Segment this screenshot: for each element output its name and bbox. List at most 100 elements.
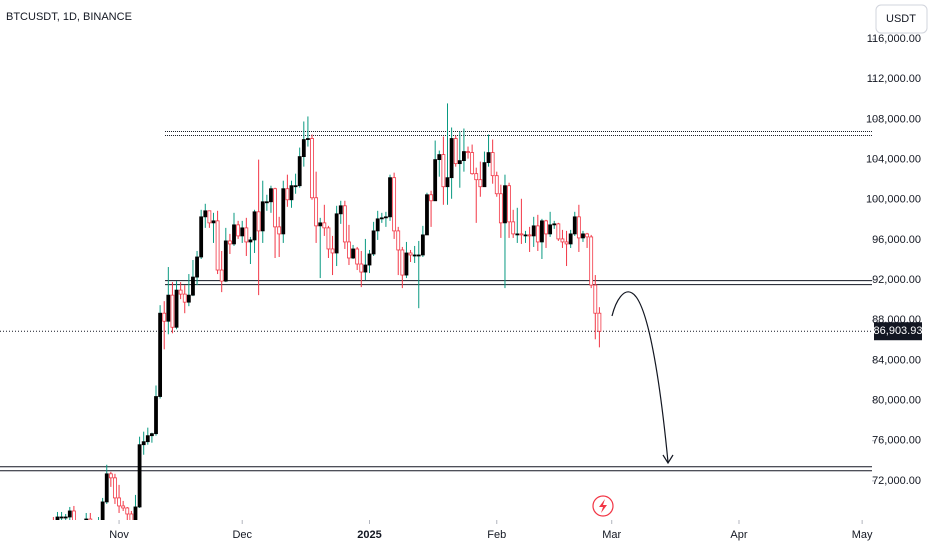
candle-body [342,205,347,243]
x-tick-label: Nov [109,529,129,541]
y-tick-label: 84,000.00 [872,354,921,366]
candle-body [170,294,175,328]
candle-body [67,510,72,518]
candle-body [396,230,401,251]
candle-body [154,396,158,435]
candle-body [195,256,199,278]
candle-body [150,433,154,437]
candle-body [429,194,433,202]
candle-body [252,211,257,241]
y-tick-label: 116,000.00 [867,33,921,45]
candle-body [113,477,117,499]
candle-body [55,516,60,520]
candle-body [121,505,126,509]
candle-body [129,513,134,520]
chart-title: BTCUSDT, 1D, BINANCE [6,11,132,23]
candle-body [486,152,491,164]
candle-body [585,233,589,238]
candle-body [186,294,191,303]
candle-body [108,473,113,479]
candle-body [281,188,286,235]
candle-body [326,227,331,250]
candle-body [199,216,204,258]
arrow-head [662,454,674,465]
candle-body [141,441,146,446]
candle-body [166,294,171,322]
candle-body [273,188,277,228]
candle-body [576,216,581,239]
candle-body [379,217,384,220]
candle-body [449,138,454,179]
x-tick-label: 2025 [357,529,381,541]
candle-body [359,263,364,273]
candle-body [158,312,163,397]
candle-body [490,152,495,177]
candle-body [322,222,327,229]
candle-body [104,473,109,503]
candle-body [474,173,479,181]
candle-body [178,289,183,295]
x-tick-label: Feb [487,529,506,541]
candle-body [437,154,442,161]
plot-area [0,103,872,520]
candle-body [572,216,577,235]
candle-body [215,220,220,271]
candle-body [531,225,536,237]
candle-body [318,222,323,227]
y-tick-label: 80,000.00 [872,394,921,406]
x-tick-label: Apr [730,529,747,541]
candle-body [552,223,557,226]
candle-body [310,138,314,199]
candle-body [260,201,265,232]
y-tick-label: 76,000.00 [872,435,921,447]
candle-body [191,276,195,296]
candle-body [363,264,368,273]
candle-body [503,185,507,224]
candle-body [556,223,561,240]
candle-body [314,197,319,227]
candle-body [367,253,372,266]
candle-body [568,233,573,245]
candle-body [482,162,487,188]
candle-body [560,238,565,243]
candle-body [277,226,282,235]
event-bolt [599,499,607,513]
candle-body [412,254,417,257]
currency-button[interactable] [875,4,928,34]
candle-body [306,138,310,140]
candle-body [470,152,475,175]
candle-body [535,225,540,243]
candle-body [211,220,216,224]
candle-body [182,293,187,303]
candle-body [248,239,253,243]
candle-body [100,501,105,520]
candle-body [425,194,429,236]
candle-body [400,249,405,276]
candle-body [228,240,232,245]
candle-body [219,269,224,282]
candle-body [462,151,466,162]
candle-body [162,312,167,322]
candle-body [203,210,208,218]
candle-body [297,156,302,187]
candle-body [433,159,438,202]
candle-body [125,507,130,515]
candle-body [445,177,450,188]
candle-body [453,138,458,165]
y-tick-label: 104,000.00 [866,154,921,166]
candle-body [63,516,68,519]
candle-body [355,248,360,265]
candle-body [457,160,462,165]
candle-body [84,518,89,520]
last-price-box [874,322,922,341]
candle-body [519,233,524,236]
candle-body [498,193,503,224]
candle-body [441,154,446,188]
y-tick-label: 72,000.00 [872,475,921,487]
candle-body [244,227,249,243]
x-tick-label: Mar [602,529,621,541]
candle-body [515,233,520,236]
x-tick-label: Dec [232,529,252,541]
currency-label[interactable]: USDT [886,13,916,25]
